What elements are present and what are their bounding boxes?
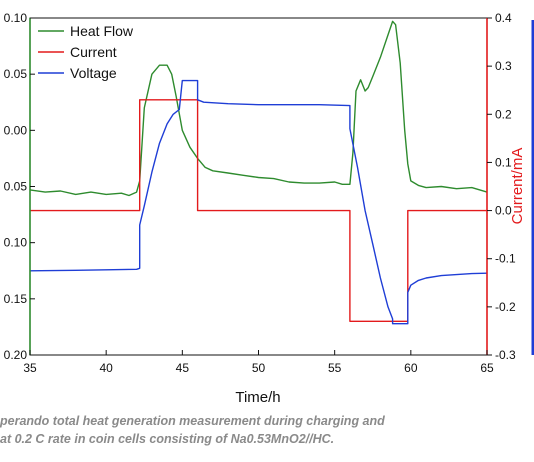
x-axis-tick-label: 50 [252, 361, 266, 375]
right-axis-tick-label: 0.3 [495, 59, 512, 73]
x-axis-tick-label: 60 [404, 361, 418, 375]
right-axis-tick-label: 0.2 [495, 107, 512, 121]
series-line-voltage [29, 79, 488, 325]
left-axis-tick-label: 0.10 [4, 11, 28, 25]
series-layer [29, 20, 488, 325]
left-axis-tick-label: 0.05 [4, 180, 28, 194]
x-axis-label: Time/h [235, 389, 280, 406]
right-axis-tick-label: 0.0 [495, 204, 512, 218]
left-axis-tick-label: 0.10 [4, 236, 28, 250]
x-axis-tick-label: 65 [480, 361, 494, 375]
axes-layer: 0.10 0.05 0.00 0.05 0.10 0.15 0.20 0.4 0.3 0.2 0.1… [4, 11, 534, 375]
right-axis-label: Current/mA [509, 148, 526, 225]
left-axis-tick-label: 0.15 [4, 292, 28, 306]
series-line-current [30, 99, 487, 322]
right-axis-tick-label: 0.4 [495, 11, 512, 25]
x-axis-tick-label: 55 [328, 361, 342, 375]
right-axis-tick-label: -0.1 [495, 252, 516, 266]
x-axis-tick-label: 45 [176, 361, 190, 375]
left-axis-tick-label: 0.05 [4, 67, 28, 81]
right-axis-tick-label: -0.3 [495, 348, 516, 362]
caption-line-1: perando total heat generation measuremen… [0, 414, 385, 428]
chart: 0.10 0.05 0.00 0.05 0.10 0.15 0.20 0.4 0.3 0.2 0.1… [4, 11, 534, 406]
figure-caption: perando total heat generation measuremen… [0, 412, 534, 448]
x-axis-tick-label: 35 [23, 361, 37, 375]
left-axis-tick-label: 0.20 [4, 348, 28, 362]
right-axis-tick-label: 0.1 [495, 155, 512, 169]
x-axis-tick-label: 40 [99, 361, 113, 375]
legend-label: Voltage [70, 65, 117, 81]
legend-label: Current [70, 44, 117, 60]
caption-line-2: at 0.2 C rate in coin cells consisting o… [0, 432, 335, 446]
series-line-heat-flow [29, 20, 488, 197]
right-axis-tick-label: -0.2 [495, 300, 516, 314]
legend: Heat Flow Current Voltage [38, 23, 134, 81]
left-axis-tick-label: 0.00 [4, 123, 28, 137]
legend-label: Heat Flow [70, 23, 134, 39]
